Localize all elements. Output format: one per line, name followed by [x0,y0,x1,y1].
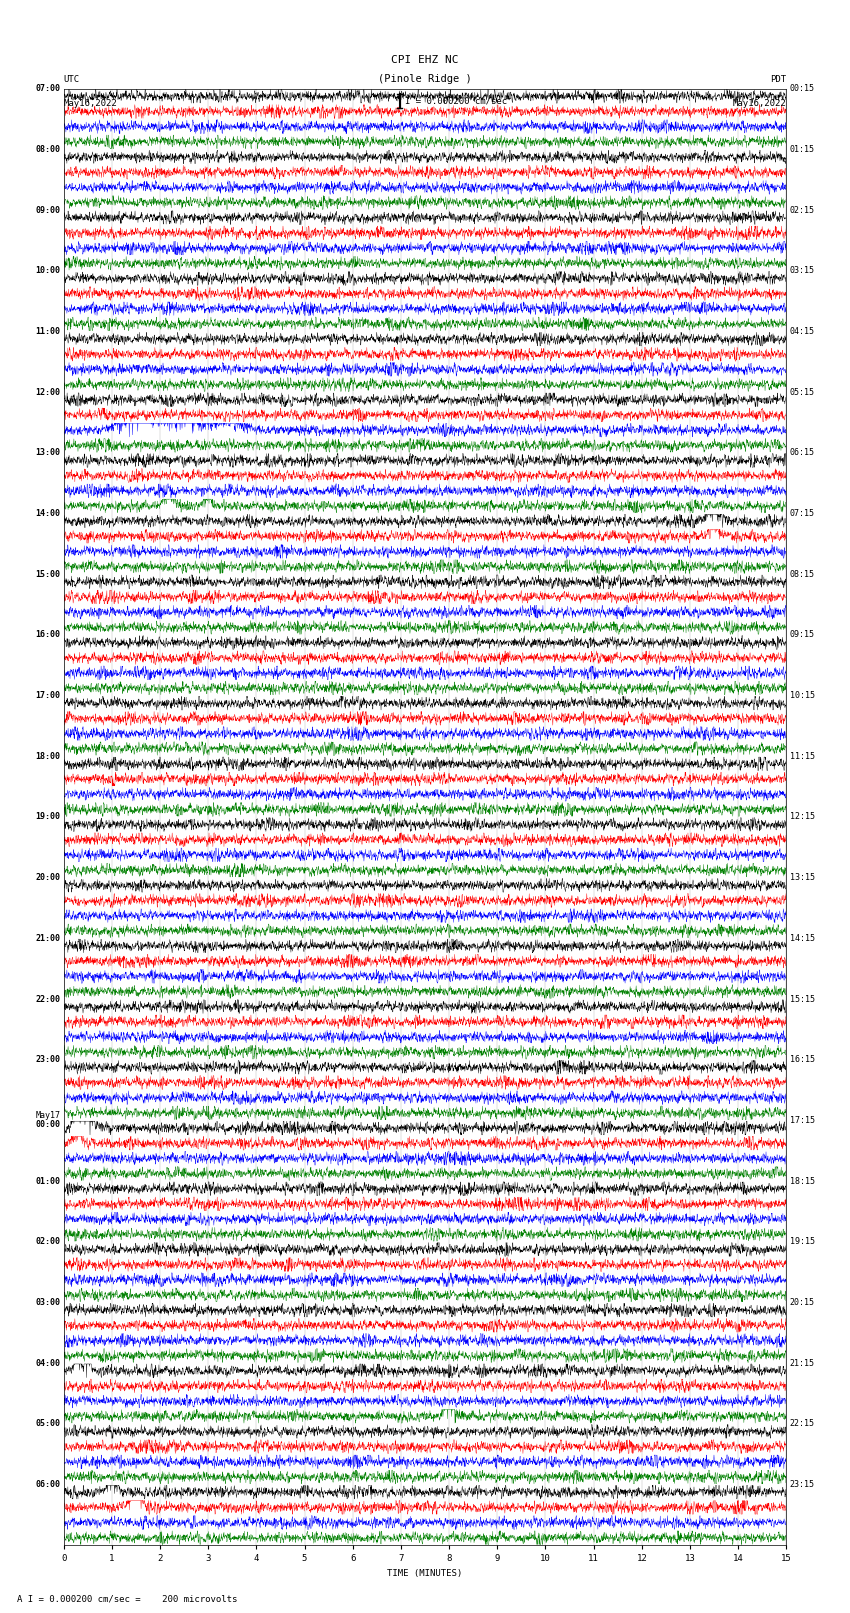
Text: 20:15: 20:15 [790,1298,815,1307]
Text: 09:00: 09:00 [35,205,60,215]
Text: 17:00: 17:00 [35,690,60,700]
Text: 23:00: 23:00 [35,1055,60,1065]
Text: 17:15: 17:15 [790,1116,815,1124]
Text: 01:00: 01:00 [35,1176,60,1186]
Text: 11:00: 11:00 [35,327,60,336]
Text: 07:15: 07:15 [790,510,815,518]
Text: 22:15: 22:15 [790,1419,815,1429]
Text: 01:15: 01:15 [790,145,815,153]
Text: 06:15: 06:15 [790,448,815,458]
Text: 00:15: 00:15 [790,84,815,94]
Text: 20:00: 20:00 [35,873,60,882]
Text: May17: May17 [35,1111,60,1121]
Text: 21:15: 21:15 [790,1358,815,1368]
Text: CPI EHZ NC: CPI EHZ NC [391,55,459,65]
Text: 18:00: 18:00 [35,752,60,761]
Text: 06:00: 06:00 [35,1481,60,1489]
Text: 05:15: 05:15 [790,387,815,397]
Text: 03:15: 03:15 [790,266,815,276]
Text: 12:15: 12:15 [790,813,815,821]
Text: 04:15: 04:15 [790,327,815,336]
X-axis label: TIME (MINUTES): TIME (MINUTES) [388,1569,462,1578]
Text: 08:00: 08:00 [35,145,60,153]
Text: 10:15: 10:15 [790,690,815,700]
Text: 11:15: 11:15 [790,752,815,761]
Text: I = 0.000200 cm/sec: I = 0.000200 cm/sec [405,97,507,105]
Text: 18:15: 18:15 [790,1176,815,1186]
Text: 02:00: 02:00 [35,1237,60,1247]
Text: 05:00: 05:00 [35,1419,60,1429]
Text: 00:00: 00:00 [35,1121,60,1129]
Text: 08:15: 08:15 [790,569,815,579]
Text: PDT: PDT [770,74,786,84]
Text: 15:00: 15:00 [35,569,60,579]
Text: May16,2022: May16,2022 [733,98,786,108]
Text: 04:00: 04:00 [35,1358,60,1368]
Text: 14:00: 14:00 [35,510,60,518]
Text: May16,2022: May16,2022 [64,98,117,108]
Text: 02:15: 02:15 [790,205,815,215]
Text: 16:00: 16:00 [35,631,60,639]
Text: 13:15: 13:15 [790,873,815,882]
Text: 15:15: 15:15 [790,995,815,1003]
Text: 09:15: 09:15 [790,631,815,639]
Text: 19:15: 19:15 [790,1237,815,1247]
Text: 07:00: 07:00 [35,84,60,94]
Text: 22:00: 22:00 [35,995,60,1003]
Text: 13:00: 13:00 [35,448,60,458]
Text: 10:00: 10:00 [35,266,60,276]
Text: 12:00: 12:00 [35,387,60,397]
Text: 23:15: 23:15 [790,1481,815,1489]
Text: UTC: UTC [64,74,80,84]
Text: 19:00: 19:00 [35,813,60,821]
Text: 14:15: 14:15 [790,934,815,944]
Text: 03:00: 03:00 [35,1298,60,1307]
Text: 21:00: 21:00 [35,934,60,944]
Text: 16:15: 16:15 [790,1055,815,1065]
Text: (Pinole Ridge ): (Pinole Ridge ) [378,74,472,84]
Text: A I = 0.000200 cm/sec =    200 microvolts: A I = 0.000200 cm/sec = 200 microvolts [17,1594,237,1603]
